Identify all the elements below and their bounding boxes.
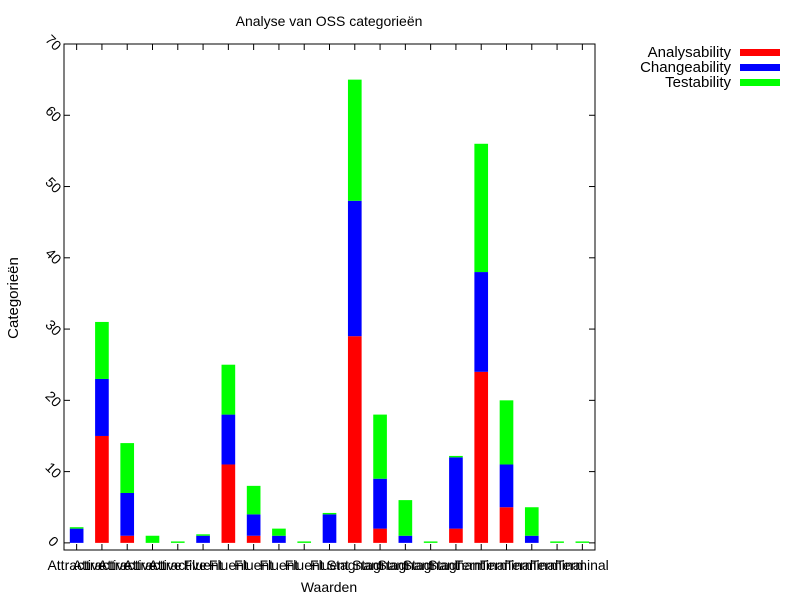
x-tick-label: Fluent xyxy=(209,557,248,573)
x-tick-label: Fluent xyxy=(234,557,273,573)
bar-segment-testability-13 xyxy=(398,500,413,536)
bar-segment-analysability-15 xyxy=(449,528,463,543)
x-axis-label: Waarden xyxy=(301,579,357,595)
y-tick-label: 50 xyxy=(42,174,64,196)
bar-segment-testability-3 xyxy=(145,535,160,543)
bars-group xyxy=(69,79,590,543)
bar-segment-analysability-11 xyxy=(347,336,362,543)
bar-segment-testability-10 xyxy=(322,512,337,515)
bar-segment-testability-1 xyxy=(95,321,109,379)
bar-segment-analysability-2 xyxy=(120,535,135,543)
bar-segment-testability-14 xyxy=(423,541,438,543)
legend-label-changeability: Changeability xyxy=(640,59,731,76)
x-tick-label: Fluent xyxy=(285,557,324,573)
bar-segment-changeability-0 xyxy=(69,528,84,543)
bar-segment-changeability-11 xyxy=(347,200,362,337)
bar-segment-analysability-16 xyxy=(474,371,489,543)
bar-segment-analysability-17 xyxy=(499,507,514,543)
x-tick-label: Stagnant xyxy=(428,557,484,573)
x-tick-label: Attractive xyxy=(149,557,208,573)
x-tick-label: Stagnant xyxy=(327,557,383,573)
legend-label-analysability: Analysability xyxy=(648,44,732,61)
legend-label-testability: Testability xyxy=(665,74,731,91)
x-tick-label: Attractive xyxy=(123,557,182,573)
bar-segment-changeability-8 xyxy=(272,535,286,543)
legend-swatch-testability xyxy=(740,79,780,86)
x-tick-label: Fluent xyxy=(310,557,349,573)
bar-segment-changeability-16 xyxy=(474,272,489,372)
bar-segment-changeability-1 xyxy=(95,378,109,436)
bar-segment-testability-15 xyxy=(449,455,463,458)
bar-segment-changeability-5 xyxy=(196,535,210,543)
bar-segment-changeability-7 xyxy=(246,514,261,536)
y-tick-label: 40 xyxy=(42,245,64,267)
x-tick-label: Terminal xyxy=(556,557,609,573)
bar-segment-analysability-1 xyxy=(95,435,109,543)
x-tick-label: Attractive xyxy=(73,557,132,573)
bar-segment-testability-2 xyxy=(120,443,135,493)
bar-segment-testability-4 xyxy=(170,541,185,543)
y-tick-label: 20 xyxy=(42,388,64,410)
bar-segment-testability-12 xyxy=(373,414,387,479)
bar-segment-testability-5 xyxy=(196,534,210,536)
y-tick-label: 10 xyxy=(42,459,64,481)
x-tick-label: Terminal xyxy=(480,557,533,573)
bar-segment-testability-20 xyxy=(575,541,590,543)
bar-segment-changeability-6 xyxy=(221,414,236,465)
bar-segment-testability-11 xyxy=(347,79,362,201)
x-tick-label: Attractive xyxy=(98,557,157,573)
legend-swatch-analysability xyxy=(740,49,780,56)
bar-segment-testability-18 xyxy=(524,507,539,536)
bar-segment-changeability-15 xyxy=(449,457,463,529)
bar-segment-testability-19 xyxy=(550,541,564,543)
bar-segment-analysability-7 xyxy=(246,535,261,543)
bar-segment-testability-6 xyxy=(221,364,236,415)
y-tick-label: 30 xyxy=(42,316,64,338)
bar-segment-changeability-10 xyxy=(322,514,337,543)
bar-segment-testability-17 xyxy=(499,400,514,465)
bar-segment-changeability-2 xyxy=(120,492,135,536)
bar-segment-analysability-6 xyxy=(221,464,236,543)
y-axis-label: Categorieën xyxy=(5,257,22,339)
x-tick-label: Stagnant xyxy=(352,557,408,573)
plot-area-frame xyxy=(63,43,596,551)
y-tick-label: 0 xyxy=(45,533,62,550)
bar-segment-changeability-18 xyxy=(524,535,539,543)
y-tick-label: 60 xyxy=(42,103,64,125)
chart-title: Analyse van OSS categorieën xyxy=(236,13,423,29)
bar-segment-testability-9 xyxy=(297,541,312,543)
x-tick-label: Terminal xyxy=(455,557,508,573)
x-ticks-group: AttractiveAttractiveAttractiveAttractive… xyxy=(47,44,609,573)
bar-segment-testability-8 xyxy=(272,528,286,536)
bar-segment-changeability-13 xyxy=(398,535,413,543)
bar-segment-testability-7 xyxy=(246,485,261,515)
bar-segment-testability-16 xyxy=(474,143,489,273)
y-tick-label: 70 xyxy=(42,31,64,53)
bar-segment-testability-0 xyxy=(69,527,84,529)
x-tick-label: Fluent xyxy=(259,557,298,573)
x-tick-label: Terminal xyxy=(531,557,584,573)
bar-segment-changeability-17 xyxy=(499,464,514,508)
x-tick-label: Terminal xyxy=(505,557,558,573)
x-tick-label: Stagnant xyxy=(403,557,459,573)
x-tick-label: Stagnant xyxy=(377,557,433,573)
bar-segment-changeability-12 xyxy=(373,478,387,529)
x-tick-label: Attractive xyxy=(47,557,106,573)
legend-swatch-changeability xyxy=(740,64,780,71)
bar-segment-analysability-12 xyxy=(373,528,387,543)
x-tick-label: Fluent xyxy=(184,557,223,573)
